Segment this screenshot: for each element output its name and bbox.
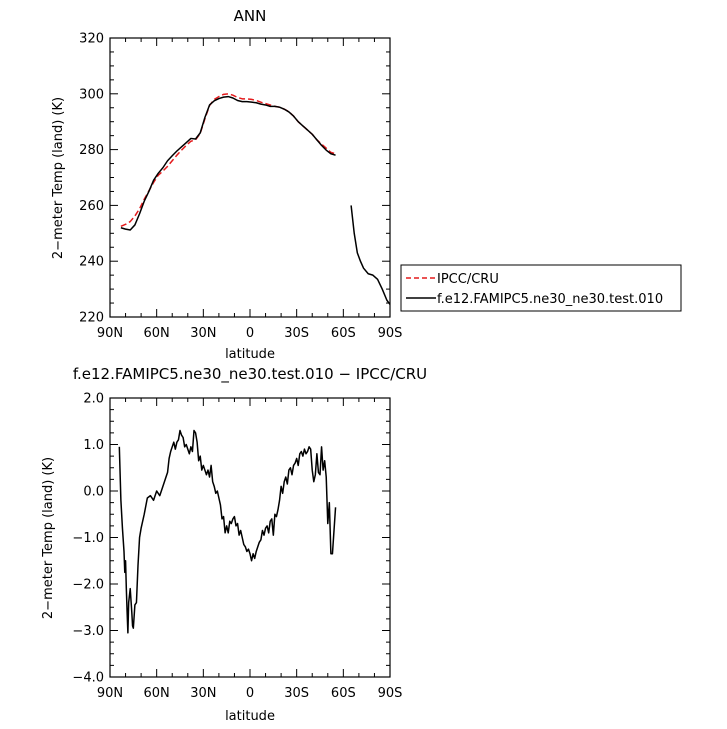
series-line-top-1: [120, 95, 391, 305]
panel-top-series: [120, 93, 391, 305]
y-tick-label: 260: [79, 199, 104, 214]
x-tick-label: 0: [246, 686, 254, 701]
series-line-top-0: [120, 93, 336, 228]
y-tick-label: 280: [79, 143, 104, 158]
y-tick-label: 240: [79, 255, 104, 270]
x-tick-label: 30S: [284, 326, 309, 341]
x-tick-label: 60S: [331, 686, 356, 701]
x-tick-label: 30S: [284, 686, 309, 701]
panel-bottom-title: f.e12.FAMIPC5.ne30_ne30.test.010 − IPCC/…: [73, 365, 427, 384]
panel-top-ticks: 90N 60N 30N 0 30S 60S 90S 220 240 260 280 300 320: [79, 32, 402, 342]
panel-bottom-ticks: 90N 60N 30N 0 30S 60S 90S −4.0 −3.0 −2.0 −1.0 0.0 1.…: [72, 392, 402, 702]
x-tick-label: 0: [246, 326, 254, 341]
series-line-bottom-0: [118, 429, 337, 634]
y-tick-label: 0.0: [83, 485, 104, 500]
x-tick-label: 90S: [378, 686, 403, 701]
panel-top-xlabel: latitude: [225, 347, 275, 362]
y-tick-label: 300: [79, 87, 104, 102]
x-tick-label: 90N: [97, 326, 123, 341]
y-tick-label: 220: [79, 311, 104, 326]
x-tick-label: 30N: [190, 686, 216, 701]
x-tick-label: 30N: [190, 326, 216, 341]
legend-box: [400, 264, 682, 312]
y-tick-label: −1.0: [72, 531, 104, 546]
legend-label-ipcc: IPCC/CRU: [437, 272, 499, 287]
panel-bottom-frame: [109, 397, 391, 678]
legend: IPCC/CRU f.e12.FAMIPC5.ne30_ne30.test.01…: [400, 264, 682, 312]
legend-label-model: f.e12.FAMIPC5.ne30_ne30.test.010: [437, 292, 663, 307]
y-tick-label: −3.0: [72, 624, 104, 639]
x-tick-label: 60N: [144, 686, 170, 701]
panel-bottom-xlabel: latitude: [225, 709, 275, 724]
y-tick-label: 320: [79, 32, 104, 47]
y-tick-label: 2.0: [83, 392, 104, 407]
panel-bottom-series: [118, 429, 337, 634]
y-tick-label: −4.0: [72, 671, 104, 686]
x-tick-label: 60S: [331, 326, 356, 341]
panel-bottom-ylabel: 2−meter Temp (land) (K): [41, 457, 56, 619]
panel-top-title: ANN: [234, 7, 267, 25]
x-tick-label: 90N: [97, 686, 123, 701]
x-tick-label: 90S: [378, 326, 403, 341]
panel-top-ylabel: 2−meter Temp (land) (K): [51, 97, 66, 259]
y-tick-label: 1.0: [83, 438, 104, 453]
panel-difference: f.e12.FAMIPC5.ne30_ne30.test.010 − IPCC/…: [41, 365, 427, 724]
x-tick-label: 60N: [144, 326, 170, 341]
y-tick-label: −2.0: [72, 578, 104, 593]
panel-top-frame: [109, 37, 391, 318]
panel-temperature: ANN 90N 60N 30N 0 30S 60S 90S 220 240 260 280 300 32…: [51, 7, 682, 362]
